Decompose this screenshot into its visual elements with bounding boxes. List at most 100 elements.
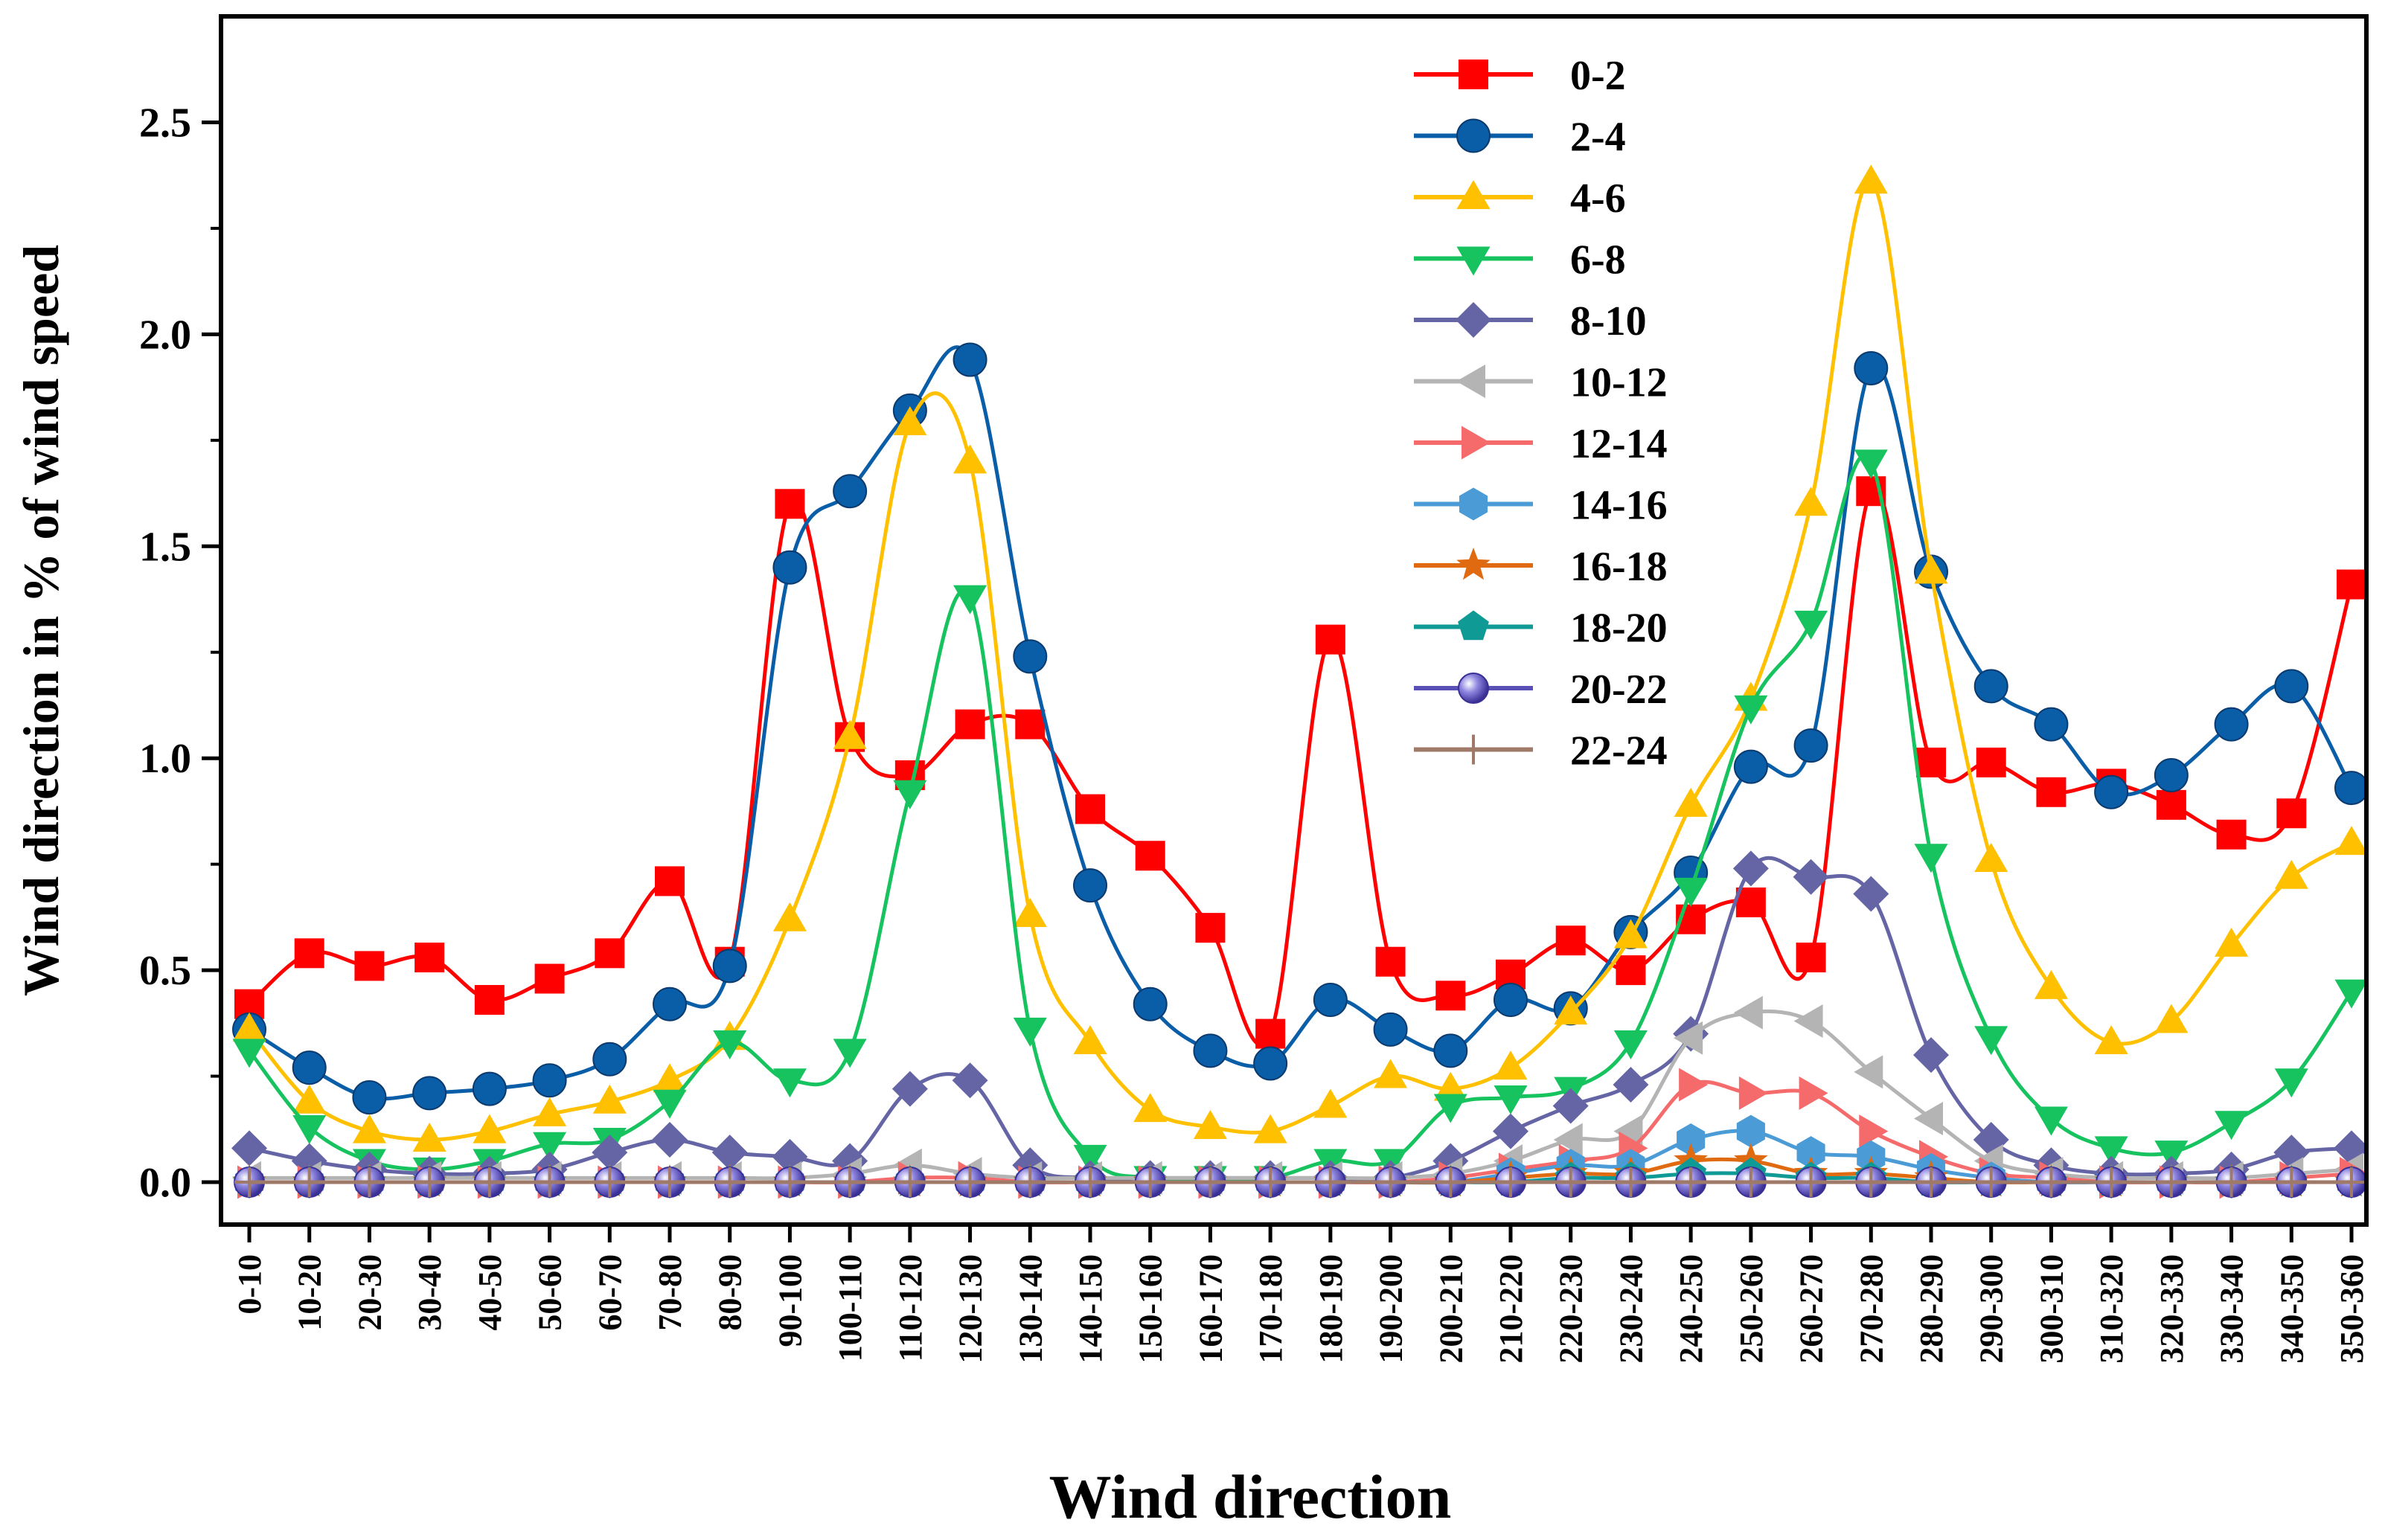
point-4-6-190-200 bbox=[1374, 1059, 1408, 1088]
legend-marker-18-20 bbox=[1458, 610, 1489, 641]
point-6-8-310-320 bbox=[2094, 1136, 2128, 1166]
x-tick-label: 80-90 bbox=[712, 1254, 749, 1331]
point-22-24-190-200 bbox=[1375, 1167, 1406, 1198]
x-tick-label: 170-180 bbox=[1252, 1254, 1289, 1364]
x-tick-label: 120-130 bbox=[953, 1254, 989, 1364]
point-2-4-120-130 bbox=[953, 342, 987, 377]
legend-item-4-6: 4-6 bbox=[1414, 176, 1626, 222]
x-tick-label: 130-140 bbox=[1012, 1254, 1049, 1364]
x-tick-label: 20-30 bbox=[351, 1254, 388, 1331]
legend-item-8-10: 8-10 bbox=[1414, 298, 1647, 344]
y-tick-label: 2.5 bbox=[139, 100, 191, 146]
point-0-2-320-330 bbox=[2156, 789, 2186, 820]
point-22-24-240-250 bbox=[1676, 1167, 1706, 1198]
legend-label: 16-18 bbox=[1570, 544, 1668, 590]
point-10-12-260-270 bbox=[1793, 1004, 1823, 1038]
point-6-8-350-360 bbox=[2334, 979, 2366, 1009]
point-8-10-210-220 bbox=[1493, 1113, 1528, 1149]
legend-marker-6-8 bbox=[1456, 246, 1491, 276]
legend-item-12-14: 12-14 bbox=[1414, 421, 1668, 467]
legend-marker-4-6 bbox=[1456, 180, 1491, 209]
y-tick-label: 1.5 bbox=[139, 524, 191, 570]
point-2-4-210-220 bbox=[1494, 982, 1528, 1017]
point-22-24-310-320 bbox=[2096, 1167, 2127, 1198]
point-14-16-250-260 bbox=[1736, 1114, 1765, 1148]
point-6-8-50-60 bbox=[533, 1132, 567, 1161]
x-tick-label: 10-20 bbox=[292, 1254, 328, 1331]
point-4-6-210-220 bbox=[1494, 1050, 1528, 1080]
x-tick-label: 30-40 bbox=[412, 1254, 448, 1331]
legend-item-10-12: 10-12 bbox=[1414, 360, 1668, 406]
series-0-2 bbox=[234, 476, 2366, 1049]
point-8-10-60-70 bbox=[592, 1135, 628, 1171]
point-6-8-70-80 bbox=[653, 1089, 687, 1119]
point-0-2-150-160 bbox=[1135, 841, 1165, 871]
point-4-6-290-300 bbox=[1974, 842, 2008, 872]
point-4-6-50-60 bbox=[533, 1097, 567, 1126]
point-0-2-350-360 bbox=[2337, 569, 2366, 600]
point-22-24-100-110 bbox=[835, 1167, 865, 1198]
point-0-2-280-290 bbox=[1916, 747, 1946, 777]
point-4-6-310-320 bbox=[2094, 1024, 2128, 1054]
point-6-8-10-20 bbox=[292, 1114, 327, 1144]
point-2-4-290-300 bbox=[1973, 669, 2008, 704]
point-0-2-300-310 bbox=[2036, 777, 2067, 807]
point-12-14-260-270 bbox=[1799, 1076, 1828, 1110]
point-6-8-240-250 bbox=[1674, 877, 1708, 907]
series-layer bbox=[231, 164, 2366, 1199]
legend-label: 2-4 bbox=[1570, 115, 1626, 161]
point-12-14-250-260 bbox=[1738, 1076, 1768, 1110]
x-tick-labels: 0-10 10-20 20-30 30-40 40-50 50-60 60-70 70-80 8… bbox=[231, 1254, 2370, 1364]
point-0-2-130-140 bbox=[1015, 709, 1046, 739]
point-0-2-50-60 bbox=[534, 963, 565, 994]
point-2-4-350-360 bbox=[2334, 771, 2366, 806]
x-tick-label: 200-210 bbox=[1432, 1254, 1469, 1364]
point-22-24-120-130 bbox=[955, 1167, 985, 1198]
point-4-6-200-210 bbox=[1433, 1071, 1467, 1101]
legend-item-6-8: 6-8 bbox=[1414, 237, 1626, 283]
x-tick-label: 240-250 bbox=[1673, 1254, 1709, 1364]
point-4-6-120-130 bbox=[953, 444, 987, 474]
point-22-24-300-310 bbox=[2036, 1167, 2067, 1198]
point-2-4-160-170 bbox=[1193, 1033, 1228, 1068]
point-2-4-130-140 bbox=[1013, 639, 1048, 674]
x-tick-label: 50-60 bbox=[532, 1254, 569, 1331]
point-22-24-350-360 bbox=[2337, 1167, 2366, 1198]
point-4-6-260-270 bbox=[1794, 487, 1828, 516]
point-0-2-170-180 bbox=[1255, 1018, 1286, 1049]
point-6-8-230-240 bbox=[1613, 1030, 1648, 1059]
legend-label: 4-6 bbox=[1570, 176, 1626, 222]
point-2-4-50-60 bbox=[532, 1063, 567, 1098]
point-0-2-180-190 bbox=[1315, 624, 1345, 655]
point-0-2-330-340 bbox=[2216, 819, 2247, 850]
point-2-4-40-50 bbox=[472, 1071, 507, 1106]
point-0-2-260-270 bbox=[1796, 943, 1826, 973]
point-0-2-160-170 bbox=[1195, 913, 1226, 943]
point-10-12-270-280 bbox=[1854, 1055, 1883, 1089]
point-6-8-110-120 bbox=[893, 780, 927, 809]
point-4-6-130-140 bbox=[1013, 898, 1047, 928]
point-22-24-340-350 bbox=[2276, 1167, 2307, 1198]
x-tick-label: 250-260 bbox=[1733, 1254, 1770, 1364]
point-0-2-140-150 bbox=[1075, 794, 1105, 824]
point-4-6-350-360 bbox=[2334, 826, 2366, 856]
x-tick-label: 220-230 bbox=[1553, 1254, 1590, 1364]
point-2-4-250-260 bbox=[1733, 749, 1768, 784]
point-4-6-90-100 bbox=[772, 902, 807, 931]
point-0-2-10-20 bbox=[294, 938, 324, 969]
y-tick-label: 2.0 bbox=[139, 312, 191, 358]
point-2-4-60-70 bbox=[592, 1042, 627, 1077]
series-line-4-6 bbox=[248, 179, 2353, 1142]
point-22-24-180-190 bbox=[1315, 1167, 1345, 1198]
legend-item-22-24: 22-24 bbox=[1414, 728, 1668, 774]
point-8-10-270-280 bbox=[1853, 876, 1889, 912]
point-4-6-220-230 bbox=[1554, 995, 1588, 1025]
point-0-2-340-350 bbox=[2276, 798, 2307, 829]
x-tick-label: 150-160 bbox=[1133, 1254, 1169, 1364]
point-2-4-10-20 bbox=[292, 1050, 327, 1085]
legend-label: 22-24 bbox=[1570, 728, 1668, 774]
point-22-24-90-100 bbox=[775, 1167, 805, 1198]
x-tick-label: 100-110 bbox=[832, 1254, 868, 1361]
x-tick-label: 180-190 bbox=[1313, 1254, 1349, 1364]
point-4-6-240-250 bbox=[1674, 787, 1708, 817]
